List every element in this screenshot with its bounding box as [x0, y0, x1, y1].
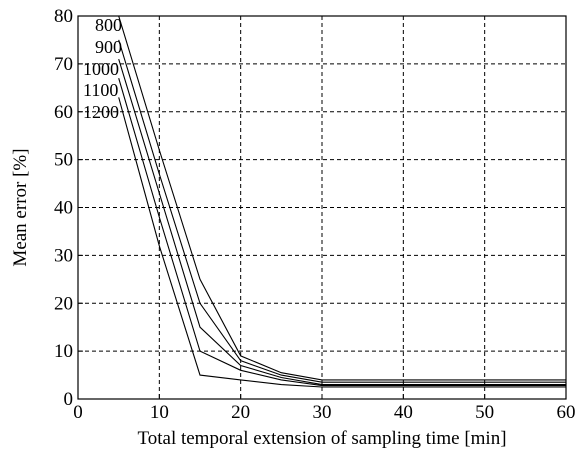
- y-tick-label-60: 60: [54, 102, 73, 123]
- y-tick-label-30: 30: [54, 245, 73, 266]
- series-line-1100: [118, 78, 566, 387]
- y-tick-label-20: 20: [54, 293, 73, 314]
- y-tick-label-70: 70: [54, 54, 73, 75]
- x-tick-label-50: 50: [475, 402, 494, 423]
- series-line-1200: [118, 97, 566, 388]
- x-tick-label-60: 60: [557, 402, 576, 423]
- series-label-1100: 1100: [83, 80, 118, 100]
- y-tick-label-50: 50: [54, 150, 73, 171]
- series-label-1000: 1000: [83, 59, 119, 79]
- x-axis-title: Total temporal extension of sampling tim…: [137, 428, 506, 449]
- x-tick-label-10: 10: [150, 402, 169, 423]
- series-label-800: 800: [95, 15, 122, 35]
- series-label-1200: 1200: [83, 102, 119, 122]
- x-tick-label-40: 40: [394, 402, 413, 423]
- series-lines: [118, 15, 566, 388]
- y-tick-label-40: 40: [54, 198, 73, 219]
- series-line-900: [118, 39, 566, 383]
- x-tick-label-20: 20: [231, 402, 250, 423]
- x-tick-label-30: 30: [313, 402, 332, 423]
- y-tick-label-80: 80: [54, 6, 73, 27]
- axis-ticks: 0 10 20 30 40 50 60 0 10 20 30 40 50 60 70 80: [54, 6, 576, 423]
- x-tick-label-0: 0: [73, 402, 83, 423]
- grid: [78, 16, 566, 399]
- series-line-1000: [118, 58, 566, 386]
- y-tick-label-0: 0: [64, 389, 74, 410]
- y-tick-label-10: 10: [54, 341, 73, 362]
- series-line-800: [118, 15, 566, 381]
- series-label-900: 900: [95, 37, 122, 57]
- y-axis-title: Mean error [%]: [10, 148, 31, 266]
